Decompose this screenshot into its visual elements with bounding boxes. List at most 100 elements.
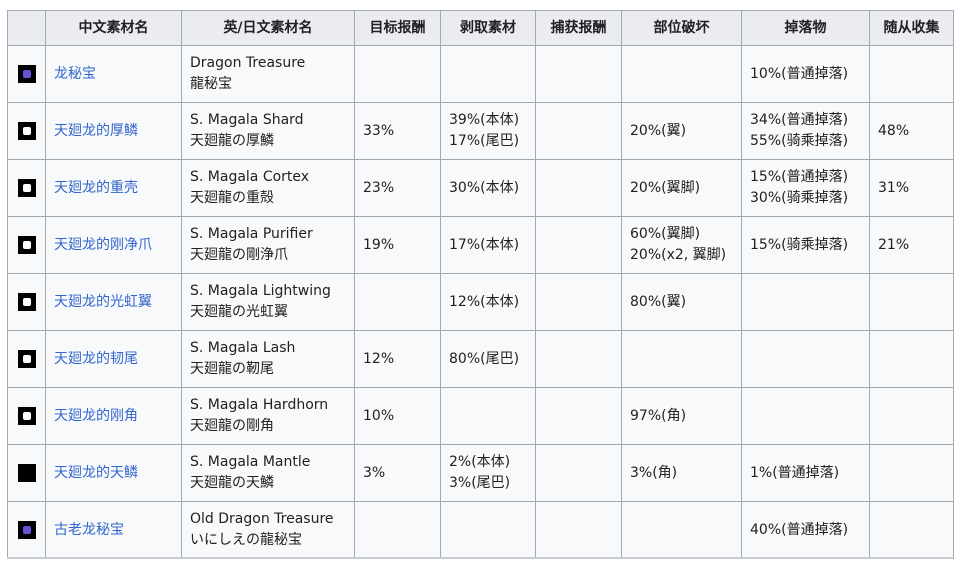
- icon-cell: [7, 273, 46, 331]
- break-value: 20%(翼脚): [630, 179, 701, 196]
- break-cell: [621, 501, 742, 559]
- en-jp-name-cell: S. Magala Lash 天廻龍の靭尾: [181, 330, 355, 388]
- break-cell: 97%(角): [621, 387, 742, 445]
- palico-value: 31%: [878, 179, 910, 196]
- tail-icon: [17, 349, 36, 368]
- en-name: Dragon Treasure: [190, 55, 306, 71]
- material-link[interactable]: 古老龙秘宝: [54, 521, 124, 538]
- carve-value: 30%(本体): [449, 179, 520, 196]
- icon-cell: [7, 45, 46, 103]
- drop-value: 15%(普通掉落): [750, 169, 849, 185]
- capture-reward-cell: [535, 501, 622, 559]
- table-row: 天廻龙的厚鳞 S. Magala Shard 天廻龍の厚鱗 33% 39%(本体)…: [7, 102, 954, 160]
- treasure-icon: [17, 520, 36, 539]
- drop-value: 10%(普通掉落): [750, 65, 849, 82]
- carve-value: 17%(本体): [449, 236, 520, 253]
- drop-value: 40%(普通掉落): [750, 521, 849, 538]
- break-cell: 20%(翼): [621, 102, 742, 160]
- target-reward-cell: 10%: [354, 387, 441, 445]
- cn-name-cell: 天廻龙的刚角: [45, 387, 182, 445]
- header-icon: [7, 10, 46, 46]
- material-link[interactable]: 天廻龙的天鳞: [54, 464, 138, 481]
- cn-name-cell: 天廻龙的光虹翼: [45, 273, 182, 331]
- carve-cell: 2%(本体) 3%(尾巴): [440, 444, 536, 502]
- en-name: S. Magala Purifier: [190, 226, 313, 242]
- target-reward-cell: [354, 501, 441, 559]
- capture-reward-cell: [535, 45, 622, 103]
- table-row: 天廻龙的天鳞 S. Magala Mantle 天廻龍の天鱗 3% 2%(本体) 3…: [7, 444, 954, 502]
- target-reward-cell: 23%: [354, 159, 441, 217]
- break-cell: [621, 330, 742, 388]
- palico-cell: [869, 387, 954, 445]
- table-bottom-rule: [7, 557, 952, 559]
- break-value: 60%(翼脚): [630, 226, 701, 242]
- palico-cell: [869, 501, 954, 559]
- material-link[interactable]: 天廻龙的厚鳞: [54, 122, 138, 139]
- material-link[interactable]: 天廻龙的韧尾: [54, 350, 138, 367]
- capture-reward-cell: [535, 444, 622, 502]
- header-capture-reward: 捕获报酬: [535, 10, 622, 46]
- material-link[interactable]: 天廻龙的光虹翼: [54, 293, 152, 310]
- jp-name: 天廻龍の重殻: [190, 190, 274, 206]
- table-row: 古老龙秘宝 Old Dragon Treasure いにしえの龍秘宝 40%(普通…: [7, 501, 954, 559]
- table-row: 天廻龙的光虹翼 S. Magala Lightwing 天廻龍の光虹翼 12%(本…: [7, 273, 954, 331]
- material-link[interactable]: 龙秘宝: [54, 65, 96, 82]
- carve-cell: 17%(本体): [440, 216, 536, 274]
- cortex-icon: [17, 178, 36, 197]
- break-cell: 60%(翼脚) 20%(x2, 翼脚): [621, 216, 742, 274]
- jp-name: 天廻龍の剛浄爪: [190, 247, 288, 263]
- break-cell: [621, 45, 742, 103]
- header-break: 部位破坏: [621, 10, 742, 46]
- en-jp-name-cell: S. Magala Cortex 天廻龍の重殻: [181, 159, 355, 217]
- carve-cell: 80%(尾巴): [440, 330, 536, 388]
- target-reward-value: 10%: [363, 407, 395, 424]
- icon-cell: [7, 444, 46, 502]
- target-reward-value: 12%: [363, 350, 395, 367]
- en-jp-name-cell: S. Magala Mantle 天廻龍の天鱗: [181, 444, 355, 502]
- target-reward-cell: 12%: [354, 330, 441, 388]
- capture-reward-cell: [535, 216, 622, 274]
- icon-cell: [7, 159, 46, 217]
- palico-cell: 21%: [869, 216, 954, 274]
- break-value-2: 20%(x2, 翼脚): [630, 247, 727, 263]
- target-reward-cell: 3%: [354, 444, 441, 502]
- en-jp-name-cell: Old Dragon Treasure いにしえの龍秘宝: [181, 501, 355, 559]
- drops-cell: [741, 387, 870, 445]
- cn-name-cell: 龙秘宝: [45, 45, 182, 103]
- drop-value: 15%(骑乘掉落): [750, 236, 849, 253]
- cn-name-cell: 天廻龙的天鳞: [45, 444, 182, 502]
- palico-cell: [869, 330, 954, 388]
- drops-cell: 40%(普通掉落): [741, 501, 870, 559]
- icon-cell: [7, 216, 46, 274]
- drops-cell: 1%(普通掉落): [741, 444, 870, 502]
- en-jp-name-cell: S. Magala Purifier 天廻龍の剛浄爪: [181, 216, 355, 274]
- header-target-reward: 目标报酬: [354, 10, 441, 46]
- drops-cell: 10%(普通掉落): [741, 45, 870, 103]
- table-row: 天廻龙的韧尾 S. Magala Lash 天廻龍の靭尾 12% 80%(尾巴): [7, 330, 954, 388]
- cn-name-cell: 天廻龙的韧尾: [45, 330, 182, 388]
- en-name: Old Dragon Treasure: [190, 511, 334, 527]
- carve-value: 12%(本体): [449, 293, 520, 310]
- palico-cell: [869, 45, 954, 103]
- en-jp-name-cell: Dragon Treasure 龍秘宝: [181, 45, 355, 103]
- icon-cell: [7, 501, 46, 559]
- target-reward-value: 23%: [363, 179, 395, 196]
- claw-icon: [17, 235, 36, 254]
- icon-cell: [7, 330, 46, 388]
- material-link[interactable]: 天廻龙的重壳: [54, 179, 138, 196]
- carve-cell: 30%(本体): [440, 159, 536, 217]
- en-name: S. Magala Mantle: [190, 454, 311, 470]
- palico-cell: [869, 273, 954, 331]
- icon-cell: [7, 102, 46, 160]
- header-drops: 掉落物: [741, 10, 870, 46]
- material-link[interactable]: 天廻龙的刚净爪: [54, 236, 152, 253]
- carve-value: 39%(本体): [449, 112, 520, 128]
- jp-name: 天廻龍の天鱗: [190, 475, 274, 491]
- en-name: S. Magala Hardhorn: [190, 397, 329, 413]
- material-link[interactable]: 天廻龙的刚角: [54, 407, 138, 424]
- en-name: S. Magala Lash: [190, 340, 296, 356]
- break-value: 20%(翼): [630, 122, 687, 139]
- carve-value: 80%(尾巴): [449, 350, 520, 367]
- en-jp-name-cell: S. Magala Hardhorn 天廻龍の剛角: [181, 387, 355, 445]
- jp-name: 龍秘宝: [190, 76, 232, 92]
